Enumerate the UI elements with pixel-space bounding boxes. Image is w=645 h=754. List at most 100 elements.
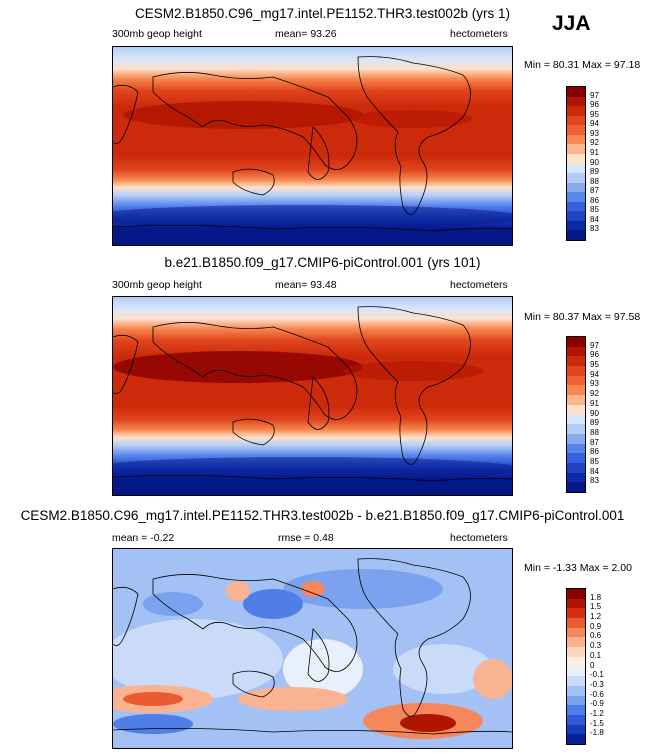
colorbar-tick-label: 90	[590, 157, 599, 167]
colorbar-tick-label: 91	[590, 147, 599, 157]
colorbar-swatch	[567, 482, 585, 492]
max-core	[123, 101, 363, 129]
colorbar-tick-label: 85	[590, 205, 599, 215]
colorbar-swatch	[567, 144, 585, 154]
colorbar-tick-label: 85	[590, 456, 599, 466]
colorbar-swatch	[567, 375, 585, 386]
panel2-title: b.e21.B1850.f09_g17.CMIP6-piControl.001 …	[164, 255, 481, 270]
colorbar-swatch	[567, 346, 585, 357]
colorbar-tick-label: 87	[590, 437, 599, 447]
colorbar-tick-label: 1.8	[590, 592, 602, 602]
colorbar-swatch	[567, 173, 585, 183]
colorbar-swatch	[567, 414, 585, 425]
colorbar-swatch	[567, 337, 585, 347]
colorbar-tick-label: 1.2	[590, 612, 602, 622]
colorbar-tick-label: 94	[590, 369, 599, 379]
colorbar-swatch	[567, 96, 585, 107]
panel3-minmax: Min = -1.33 Max = 2.00	[524, 562, 632, 574]
colorbar-swatch	[567, 618, 585, 628]
panel3-colorbar	[566, 588, 586, 745]
colorbar-tick-label: 88	[590, 427, 599, 437]
colorbar-swatch	[567, 472, 585, 483]
colorbar-swatch	[567, 395, 585, 405]
colorbar-tick-label: -0.6	[590, 689, 604, 699]
panel2-colorbar	[566, 336, 586, 493]
colorbar-tick-label: 89	[590, 418, 599, 428]
colorbar-swatch	[567, 134, 585, 145]
colorbar-swatch	[567, 125, 585, 135]
colorbar-tick-label: -0.9	[590, 699, 604, 709]
colorbar-tick-label: 84	[590, 466, 599, 476]
panel1-colorbar-swatches	[567, 87, 585, 240]
colorbar-swatch	[567, 734, 585, 744]
colorbar-swatch	[567, 163, 585, 174]
panel2-right-label: hectometers	[450, 279, 508, 291]
colorbar-swatch	[567, 598, 585, 609]
colorbar-tick-label: 90	[590, 408, 599, 418]
coastlines	[113, 56, 512, 232]
colorbar-swatch	[567, 115, 585, 126]
colorbar-tick-label: 97	[590, 340, 599, 350]
colorbar-swatch	[567, 220, 585, 231]
colorbar-tick-label: 91	[590, 398, 599, 408]
panel3-title: CESM2.B1850.C96_mg17.intel.PE1152.THR3.t…	[20, 508, 625, 523]
colorbar-tick-label: 0.1	[590, 650, 602, 660]
colorbar-tick-label: 96	[590, 100, 599, 110]
colorbar-swatch	[567, 666, 585, 677]
panel2-left-label: 300mb geop height	[112, 279, 202, 291]
colorbar-tick-label: -0.1	[590, 670, 604, 680]
colorbar-swatch	[567, 433, 585, 444]
colorbar-swatch	[567, 637, 585, 648]
colorbar-swatch	[567, 192, 585, 202]
colorbar-tick-label: 95	[590, 109, 599, 119]
colorbar-swatch	[567, 356, 585, 367]
colorbar-swatch	[567, 647, 585, 657]
panel3-left-label: mean = -0.22	[112, 532, 175, 544]
panel1-right-label: hectometers	[450, 28, 508, 40]
colorbar-swatch	[567, 462, 585, 473]
colorbar-tick-label: 96	[590, 350, 599, 360]
panel1-center-label: mean= 93.26	[275, 28, 337, 40]
panel1-minmax: Min = 80.31 Max = 97.18	[524, 59, 641, 71]
colorbar-tick-label: 83	[590, 476, 599, 486]
colorbar-swatch	[567, 453, 585, 463]
panel1-left-label: 300mb geop height	[112, 28, 202, 40]
colorbar-swatch	[567, 153, 585, 164]
colorbar-tick-label: 87	[590, 186, 599, 196]
colorbar-tick-label: 89	[590, 167, 599, 177]
colorbar-swatch	[567, 230, 585, 240]
colorbar-swatch	[567, 608, 585, 619]
panel2-center-label: mean= 93.48	[275, 279, 337, 291]
colorbar-tick-label: 1.5	[590, 602, 602, 612]
colorbar-swatch	[567, 404, 585, 415]
colorbar-swatch	[567, 106, 585, 116]
colorbar-swatch	[567, 714, 585, 725]
colorbar-swatch	[567, 589, 585, 599]
colorbar-swatch	[567, 627, 585, 638]
colorbar-tick-label: 88	[590, 176, 599, 186]
colorbar-swatch	[567, 705, 585, 715]
panel3-center-label: rmse = 0.48	[278, 532, 334, 544]
colorbar-tick-label: 0	[590, 660, 595, 670]
colorbar-tick-label: 93	[590, 128, 599, 138]
colorbar-swatch	[567, 211, 585, 221]
colorbar-swatch	[567, 676, 585, 686]
colorbar-tick-label: 86	[590, 195, 599, 205]
colorbar-tick-label: -1.2	[590, 708, 604, 718]
panel1-map	[112, 46, 513, 246]
colorbar-tick-label: -1.5	[590, 718, 604, 728]
colorbar-tick-label: 93	[590, 379, 599, 389]
colorbar-tick-label: 95	[590, 360, 599, 370]
colorbar-tick-label: 0.9	[590, 621, 602, 631]
colorbar-tick-label: 92	[590, 389, 599, 399]
colorbar-tick-label: 83	[590, 224, 599, 234]
colorbar-tick-label: 0.6	[590, 631, 602, 641]
colorbar-swatch	[567, 366, 585, 376]
colorbar-tick-label: 0.3	[590, 641, 602, 651]
panel3-right-label: hectometers	[450, 532, 508, 544]
colorbar-swatch	[567, 685, 585, 696]
colorbar-tick-label: 97	[590, 90, 599, 100]
panel3-map	[112, 548, 513, 749]
colorbar-swatch	[567, 182, 585, 193]
colorbar-swatch	[567, 656, 585, 667]
